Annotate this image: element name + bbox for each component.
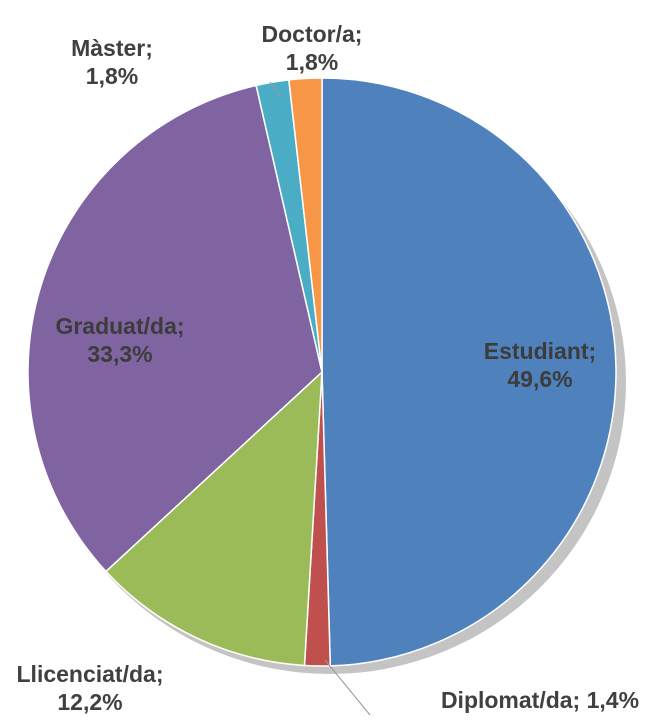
leader-line <box>269 81 283 99</box>
value-label: 33,3% <box>87 341 153 367</box>
pie-slice <box>104 370 323 667</box>
pie-slice <box>27 84 323 573</box>
data-label: Graduat/da; 33,3% <box>30 312 210 368</box>
value-label: 1,4% <box>586 687 640 713</box>
category-label: Llicenciat/da; <box>16 661 164 687</box>
value-label: 1,8% <box>285 49 339 75</box>
category-label: Diplomat/da; <box>440 687 581 713</box>
value-label: 12,2% <box>57 689 123 715</box>
leader-line <box>324 659 371 716</box>
data-label: Màster; 1,8% <box>57 34 167 90</box>
pie-slice <box>288 77 323 373</box>
category-label: Màster; <box>71 35 153 61</box>
data-label: Diplomat/da; 1,4% <box>410 686 661 714</box>
value-label: 1,8% <box>85 63 139 89</box>
data-label: Llicenciat/da; 12,2% <box>0 660 180 716</box>
category-label: Doctor/a; <box>261 21 363 47</box>
data-label: Estudiant; 49,6% <box>460 337 620 393</box>
pie-slice <box>321 77 617 667</box>
category-label: Estudiant; <box>483 338 597 364</box>
value-label: 49,6% <box>507 366 573 392</box>
category-label: Graduat/da; <box>55 313 185 339</box>
data-label: Doctor/a; 1,8% <box>242 20 382 76</box>
